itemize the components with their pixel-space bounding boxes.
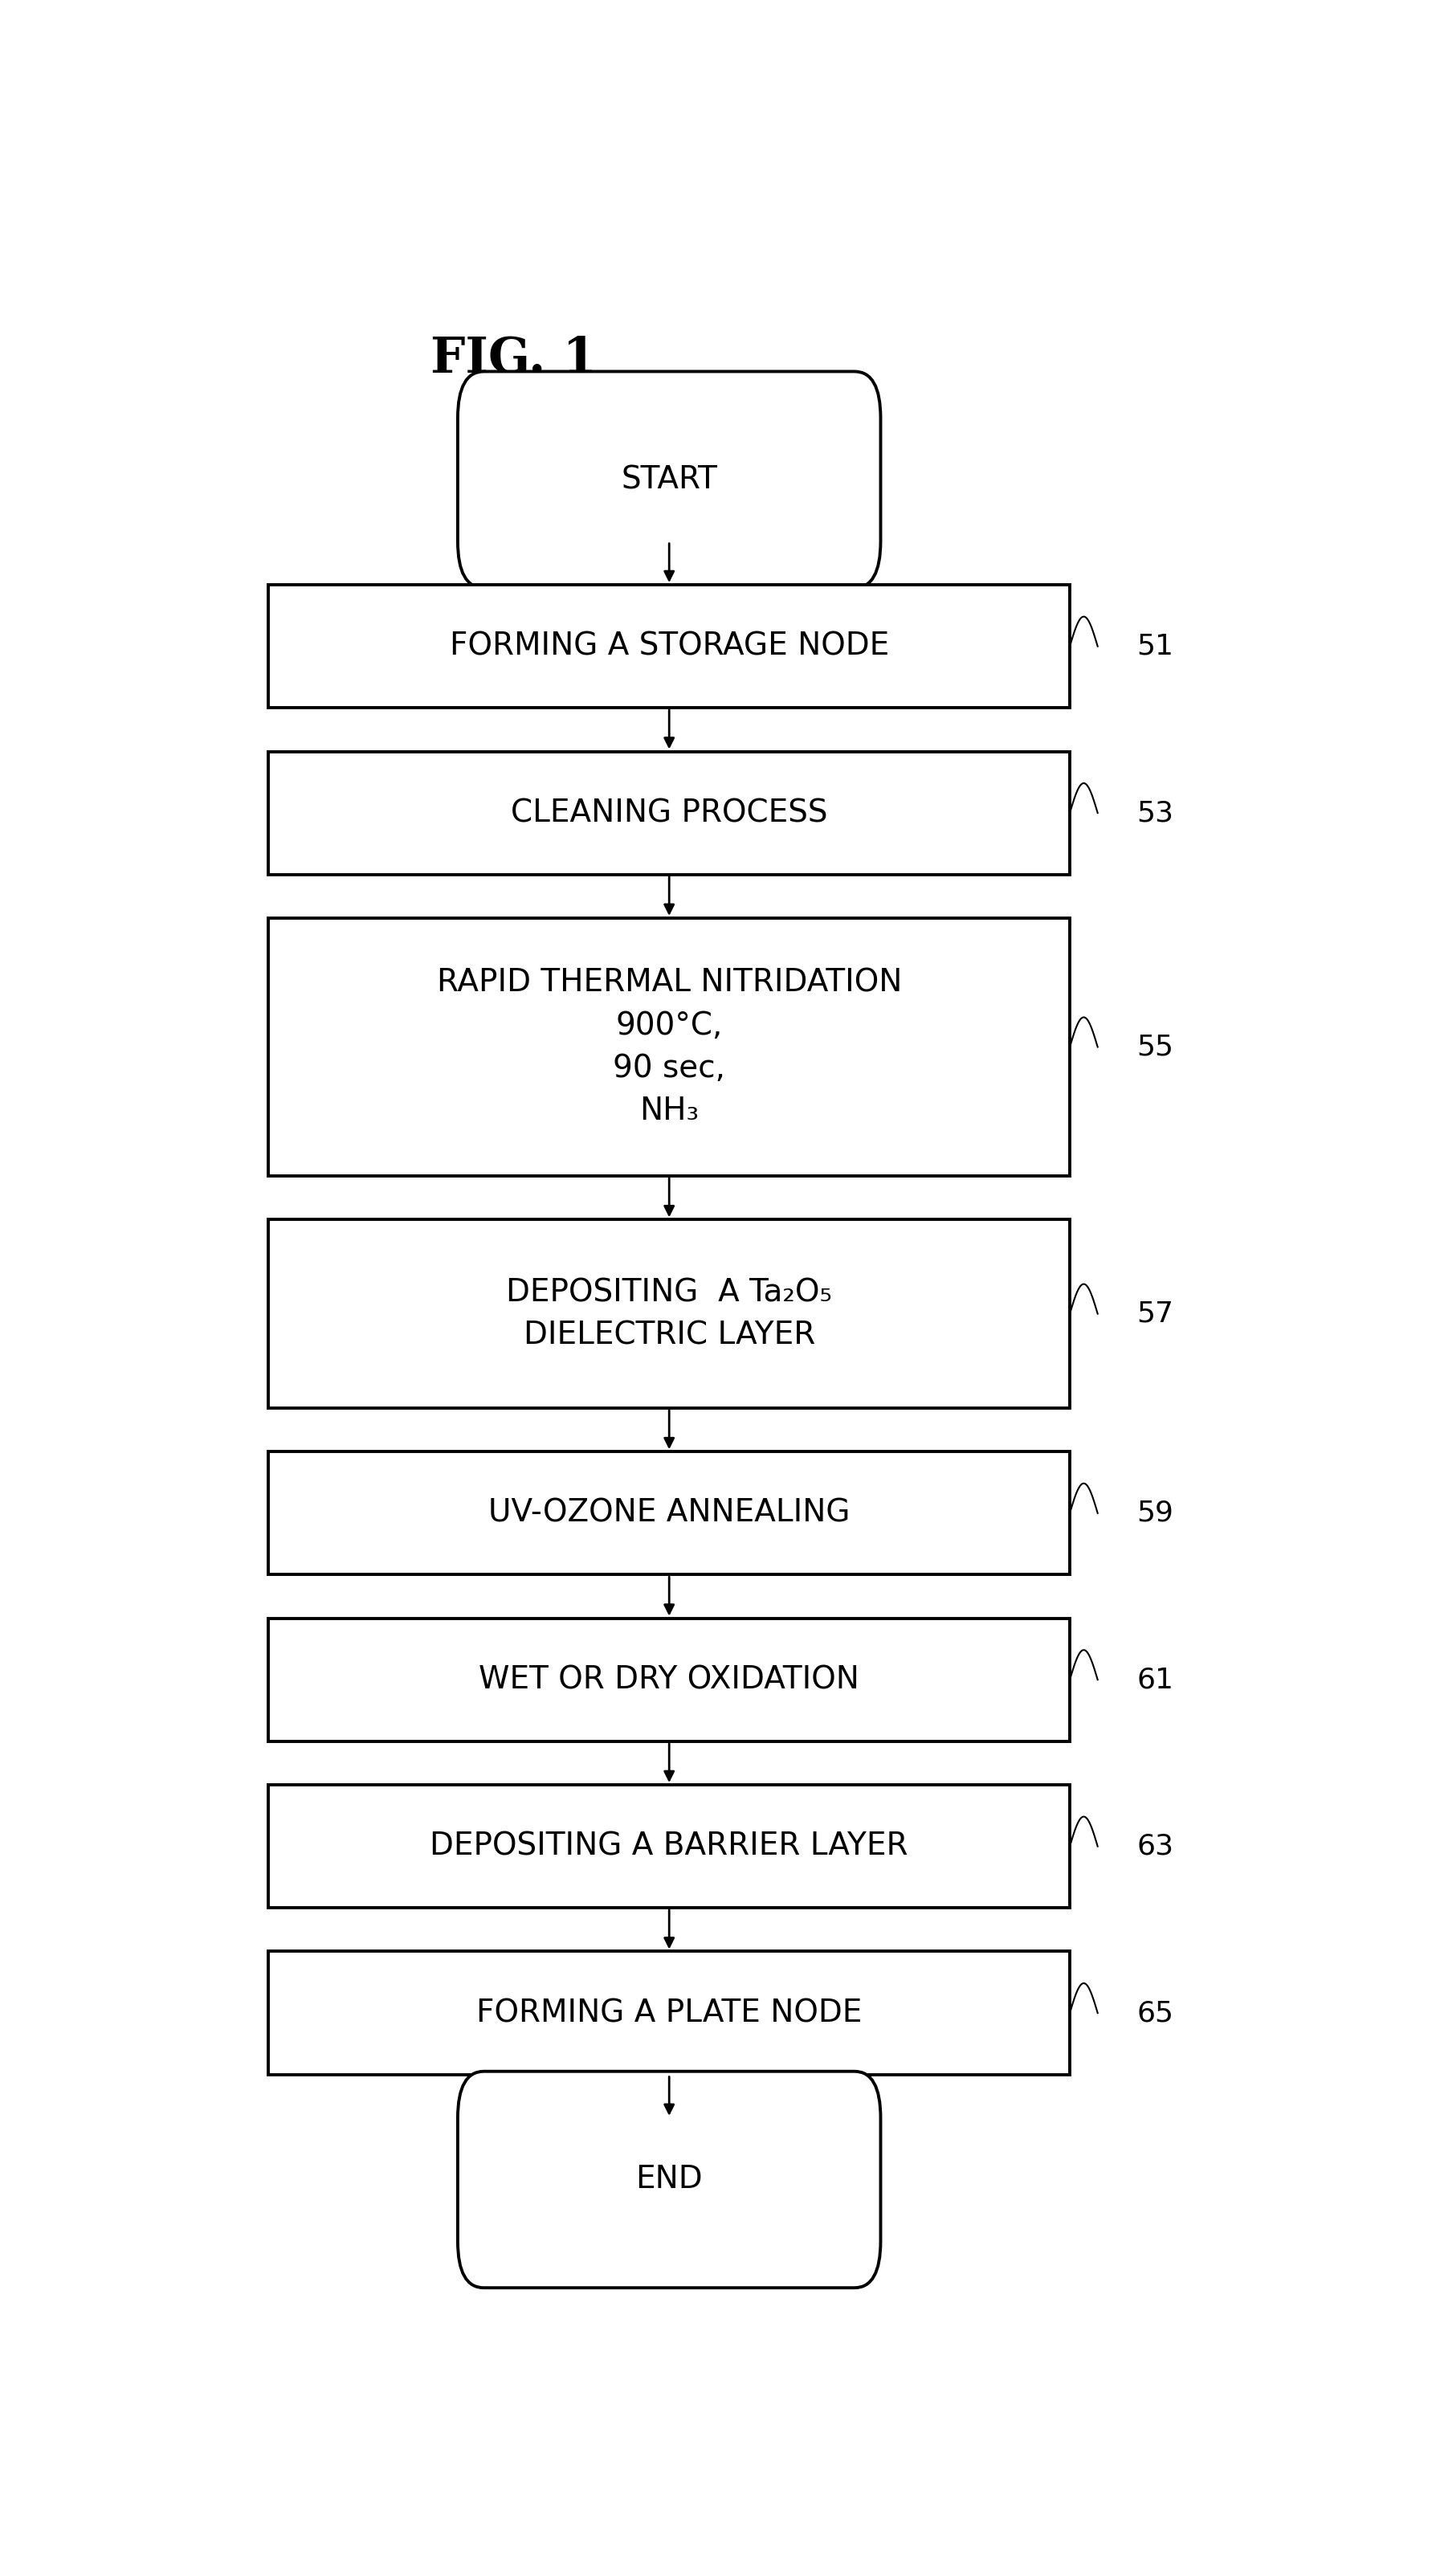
Text: 63: 63 bbox=[1137, 1832, 1173, 1860]
Text: 65: 65 bbox=[1137, 1999, 1173, 2027]
Bar bbox=[269, 1453, 1070, 1574]
Text: START: START bbox=[620, 464, 718, 495]
Text: FORMING A PLATE NODE: FORMING A PLATE NODE bbox=[477, 1999, 862, 2027]
Text: FORMING A STORAGE NODE: FORMING A STORAGE NODE bbox=[449, 631, 889, 662]
Text: 61: 61 bbox=[1137, 1667, 1173, 1692]
Bar bbox=[269, 752, 1070, 873]
Text: FIG. 1: FIG. 1 bbox=[431, 335, 596, 384]
Text: 59: 59 bbox=[1137, 1499, 1173, 1528]
Text: 51: 51 bbox=[1137, 634, 1173, 659]
Bar bbox=[269, 1218, 1070, 1409]
Text: CLEANING PROCESS: CLEANING PROCESS bbox=[511, 799, 827, 829]
FancyBboxPatch shape bbox=[458, 371, 880, 587]
Text: END: END bbox=[636, 2164, 702, 2195]
Text: 57: 57 bbox=[1137, 1301, 1173, 1327]
Bar bbox=[269, 585, 1070, 708]
FancyBboxPatch shape bbox=[458, 2071, 880, 2287]
Bar bbox=[269, 917, 1070, 1175]
Text: DEPOSITING A BARRIER LAYER: DEPOSITING A BARRIER LAYER bbox=[429, 1832, 909, 1862]
Bar bbox=[269, 1785, 1070, 1909]
Text: 55: 55 bbox=[1137, 1033, 1173, 1061]
Text: DEPOSITING  A Ta₂O₅
DIELECTRIC LAYER: DEPOSITING A Ta₂O₅ DIELECTRIC LAYER bbox=[505, 1278, 833, 1350]
Text: 53: 53 bbox=[1137, 799, 1173, 827]
Text: UV-OZONE ANNEALING: UV-OZONE ANNEALING bbox=[488, 1497, 850, 1528]
Text: WET OR DRY OXIDATION: WET OR DRY OXIDATION bbox=[478, 1664, 860, 1695]
Bar bbox=[269, 1953, 1070, 2074]
Text: RAPID THERMAL NITRIDATION
900°C,
90 sec,
NH₃: RAPID THERMAL NITRIDATION 900°C, 90 sec,… bbox=[437, 969, 902, 1126]
Bar bbox=[269, 1618, 1070, 1741]
